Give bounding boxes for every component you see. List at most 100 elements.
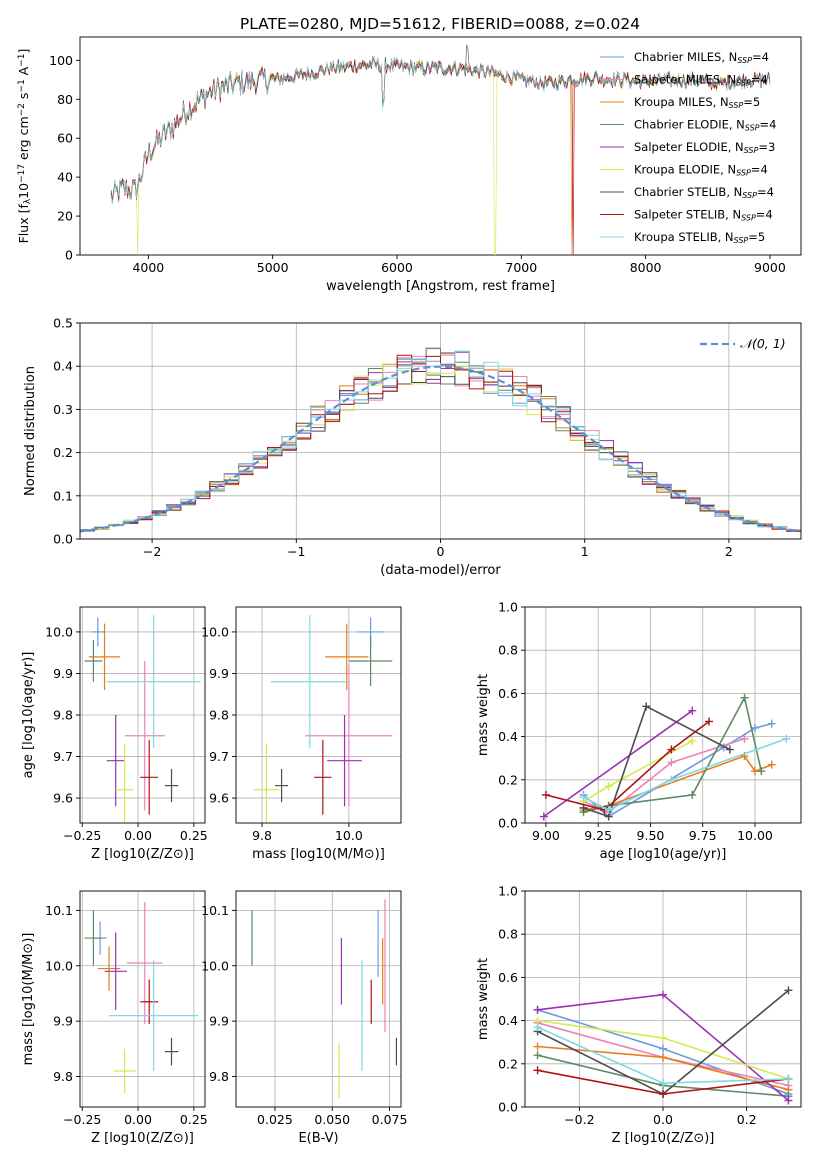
y-tick-label: 0.2 [53, 445, 73, 460]
label-part: −1 [17, 79, 27, 92]
plot-area [84, 615, 201, 823]
y-tick-label: 9.9 [209, 1014, 229, 1029]
errorbar-kroupa-stelib [106, 615, 201, 749]
legend-label: Salpeter ELODIE, NSSP=3 [634, 140, 775, 155]
x-tick-label: 8000 [630, 260, 662, 275]
y-tick-label: 0.6 [498, 970, 518, 985]
age_vs_Z-axes: −0.25 0.00 0.25 9.6 9.7 9.8 9.9 10.0 Z [log10(Z/… [21, 606, 208, 862]
y-tick-label: 9.7 [209, 749, 229, 764]
x-tick-label: 0.2 [737, 1112, 757, 1127]
x-tick-label: 0.25 [180, 1112, 208, 1127]
weight-marker [784, 1074, 793, 1083]
errorbar-chabrier-stelib [164, 1037, 179, 1066]
plot-area [251, 899, 398, 1099]
legend-label: Salpeter STELIB, NSSP=4 [634, 208, 773, 223]
errorbar-chabrier-miles [91, 617, 105, 647]
spectrum-axes: 4000 5000 6000 7000 8000 9000 0 20 40 60 80 100 wave… [16, 36, 802, 294]
plot-area [84, 902, 199, 1094]
legend-label: Kroupa STELIB, NSSP=5 [634, 230, 765, 245]
figure-title: PLATE=0280, MJD=51612, FIBERID=0088, z=0… [240, 15, 640, 33]
y-tick-label: 0.1 [53, 488, 73, 503]
errorbar-kroupa-miles [88, 623, 121, 691]
weight-marker [659, 990, 667, 999]
weight-marker [533, 1066, 542, 1075]
y-tick-label: 9.7 [53, 749, 73, 764]
legend-sub: SSP [741, 214, 756, 223]
weight_vs_Z-axes: −0.2 0.0 0.2 0.0 0.2 0.4 0.6 0.8 1.0 Z [log10(Z/Z… [476, 884, 802, 1146]
legend-label: Chabrier MILES, NSSP=4 [634, 50, 769, 65]
x-tick-label: 1 [581, 544, 589, 559]
weight-marker [659, 1090, 667, 1099]
weight-marker [533, 1023, 542, 1032]
x-axis-label: (data-model)/error [380, 563, 501, 578]
label-part: s [16, 93, 31, 104]
label-part: −2 [17, 103, 27, 116]
legend-label: Kroupa MILES, NSSP=5 [634, 95, 760, 110]
weight-marker [784, 986, 793, 995]
legend-label: Chabrier ELODIE, NSSP=4 [634, 118, 776, 133]
legend-sub: SSP [736, 169, 751, 178]
weight-marker [604, 782, 613, 791]
histogram-kroupa-stelib [80, 351, 801, 539]
weight-marker [667, 775, 676, 784]
y-tick-label: 9.9 [53, 666, 73, 681]
errorbar-kroupa-elodie [115, 744, 134, 823]
mass_vs_Z-axes: −0.25 0.00 0.25 9.8 9.9 10.0 10.1 Z [log10(Z/Z⊙… [21, 890, 208, 1146]
weight-line-salpeter-elodie [543, 710, 693, 818]
x-tick-label: −0.25 [63, 828, 101, 843]
y-tick-label: 9.8 [53, 708, 73, 723]
x-tick-label: 5000 [257, 260, 289, 275]
y-tick-label: 40 [57, 170, 73, 185]
weight-marker [659, 1033, 667, 1042]
legend-sub: SSP [734, 236, 749, 245]
x-axis-label: Z [log10(Z/Z⊙)] [91, 847, 194, 862]
legend-name: Kroupa STELIB, N [634, 230, 734, 244]
x-tick-label: 6000 [381, 260, 413, 275]
y-tick-label: 0.5 [53, 316, 73, 331]
weight-marker [688, 790, 697, 799]
y-tick-label: 100 [49, 53, 73, 68]
x-tick-label: 2 [725, 544, 733, 559]
axes-frame [79, 890, 206, 1108]
plot-area [539, 693, 791, 821]
weight-line-salpeter-stelib [545, 720, 710, 811]
y-axis-label: mass [log10(M/M⊙)] [21, 933, 36, 1066]
legend-eq: = [752, 50, 762, 64]
plot-area [80, 347, 801, 539]
errorbar-salpeter-elodie [106, 715, 125, 807]
x-tick-label: 0.00 [124, 828, 152, 843]
label-part: 10 [16, 183, 31, 199]
y-tick-label: 0.0 [53, 532, 73, 547]
errorbar-kroupa-stelib [109, 960, 199, 1071]
legend-sub: SSP [745, 124, 760, 133]
legend-name: Chabrier MILES, N [634, 50, 737, 64]
x-axis-label: Z [log10(Z/Z⊙)] [612, 1131, 715, 1146]
x-tick-label: 7000 [505, 260, 537, 275]
legend-count: 4 [760, 73, 767, 87]
y-tick-label: 10.0 [201, 958, 229, 973]
errorbar-salpeter-miles [305, 665, 393, 807]
label-part: erg cm [16, 116, 31, 164]
legend-count: 4 [760, 163, 767, 177]
legend-sub: SSP [736, 79, 751, 88]
legend-count: 4 [762, 50, 769, 64]
errorbar-kroupa-stelib [270, 615, 349, 749]
weight-marker [767, 760, 776, 769]
legend-name: Chabrier ELODIE, N [634, 118, 745, 132]
y-tick-label: 0.0 [498, 1100, 518, 1115]
errorbar-kroupa-miles [325, 623, 369, 691]
y-tick-label: 10.0 [201, 624, 229, 639]
legend-count: 5 [758, 230, 765, 244]
x-tick-label: 9.00 [532, 828, 560, 843]
plot-area [110, 44, 771, 255]
errorbar-chabrier-elodie [348, 636, 393, 686]
y-tick-label: 9.8 [209, 708, 229, 723]
legend-name: Chabrier STELIB, N [634, 185, 742, 199]
y-tick-label: 0.2 [498, 1056, 518, 1071]
x-tick-label: 0 [437, 544, 445, 559]
x-tick-label: 9.25 [584, 828, 612, 843]
weight-marker [782, 734, 791, 743]
weight-marker [705, 717, 713, 726]
legend-count: 5 [753, 95, 760, 109]
mass_vs_ebv-axes: 0.025 0.050 0.075 9.8 9.9 10.0 10.1 E(B-V) [201, 890, 407, 1146]
